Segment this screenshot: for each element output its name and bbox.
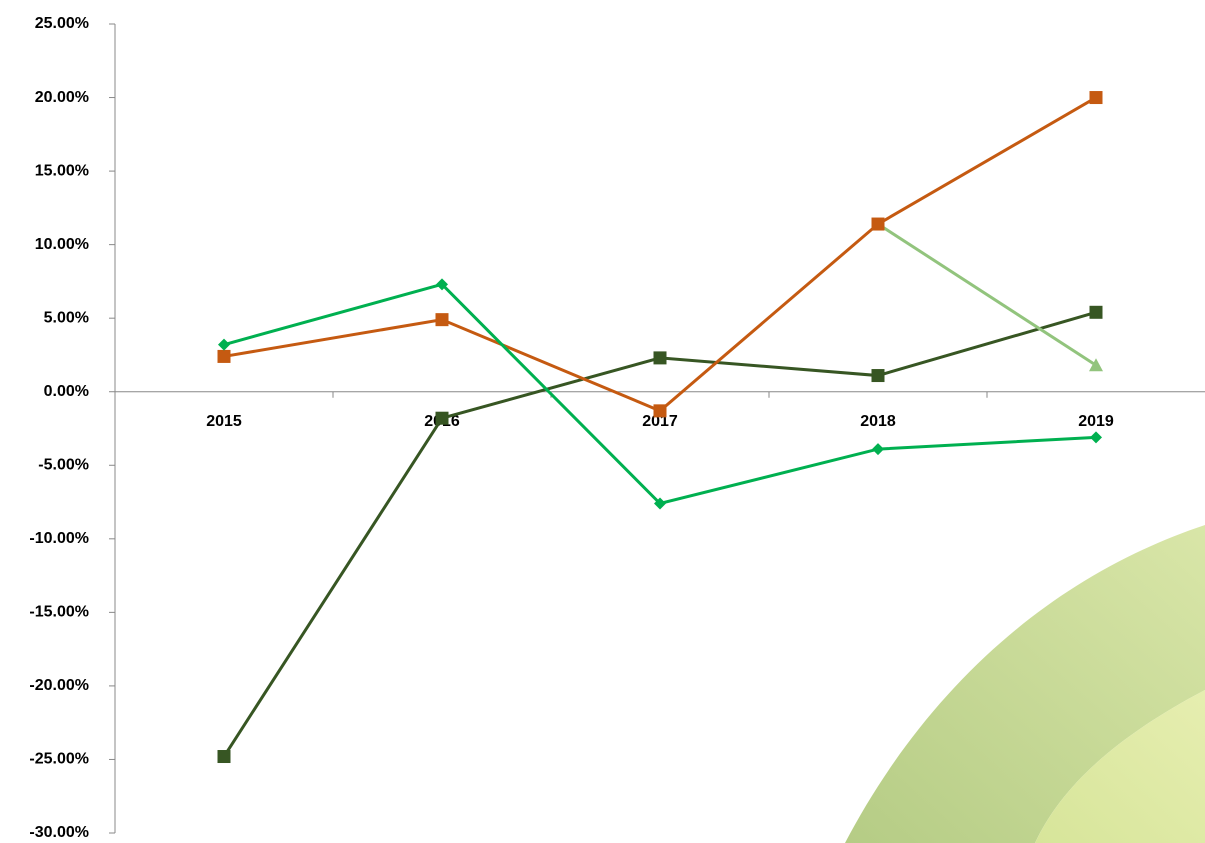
y-tick-label: -25.00% bbox=[29, 751, 89, 768]
x-tick-label: 2018 bbox=[860, 413, 896, 430]
marker bbox=[1090, 431, 1102, 443]
chart: -30.00% -25.00% -20.00% -15.00% -10.00% -5.00… bbox=[0, 0, 1205, 843]
marker bbox=[1089, 358, 1103, 371]
marker bbox=[436, 313, 449, 326]
marker bbox=[218, 339, 230, 351]
y-tick-label: -5.00% bbox=[38, 456, 89, 473]
y-tick-label: 0.00% bbox=[44, 383, 89, 400]
y-tick-label: 10.00% bbox=[35, 236, 89, 253]
y-tick-label: -10.00% bbox=[29, 530, 89, 547]
marker bbox=[654, 404, 667, 417]
y-tick-label: -30.00% bbox=[29, 824, 89, 841]
marker bbox=[436, 412, 449, 425]
x-tick-label: 2015 bbox=[206, 413, 242, 430]
marker bbox=[872, 369, 885, 382]
y-tick-label: -20.00% bbox=[29, 677, 89, 694]
marker bbox=[872, 443, 884, 455]
marker bbox=[1090, 306, 1103, 319]
marker bbox=[872, 218, 885, 231]
marker bbox=[654, 351, 667, 364]
x-tick-label: 2019 bbox=[1078, 413, 1114, 430]
series-line bbox=[224, 284, 1096, 503]
y-tick-label: -15.00% bbox=[29, 604, 89, 621]
y-tick-label: 25.00% bbox=[35, 15, 89, 32]
y-tick-label: 5.00% bbox=[44, 309, 89, 326]
y-tick-label: 20.00% bbox=[35, 89, 89, 106]
marker bbox=[218, 350, 231, 363]
marker bbox=[218, 750, 231, 763]
page: {"chart_data": {"type": "line", "categor… bbox=[0, 0, 1205, 843]
y-tick-label: 15.00% bbox=[35, 162, 89, 179]
marker bbox=[1090, 91, 1103, 104]
